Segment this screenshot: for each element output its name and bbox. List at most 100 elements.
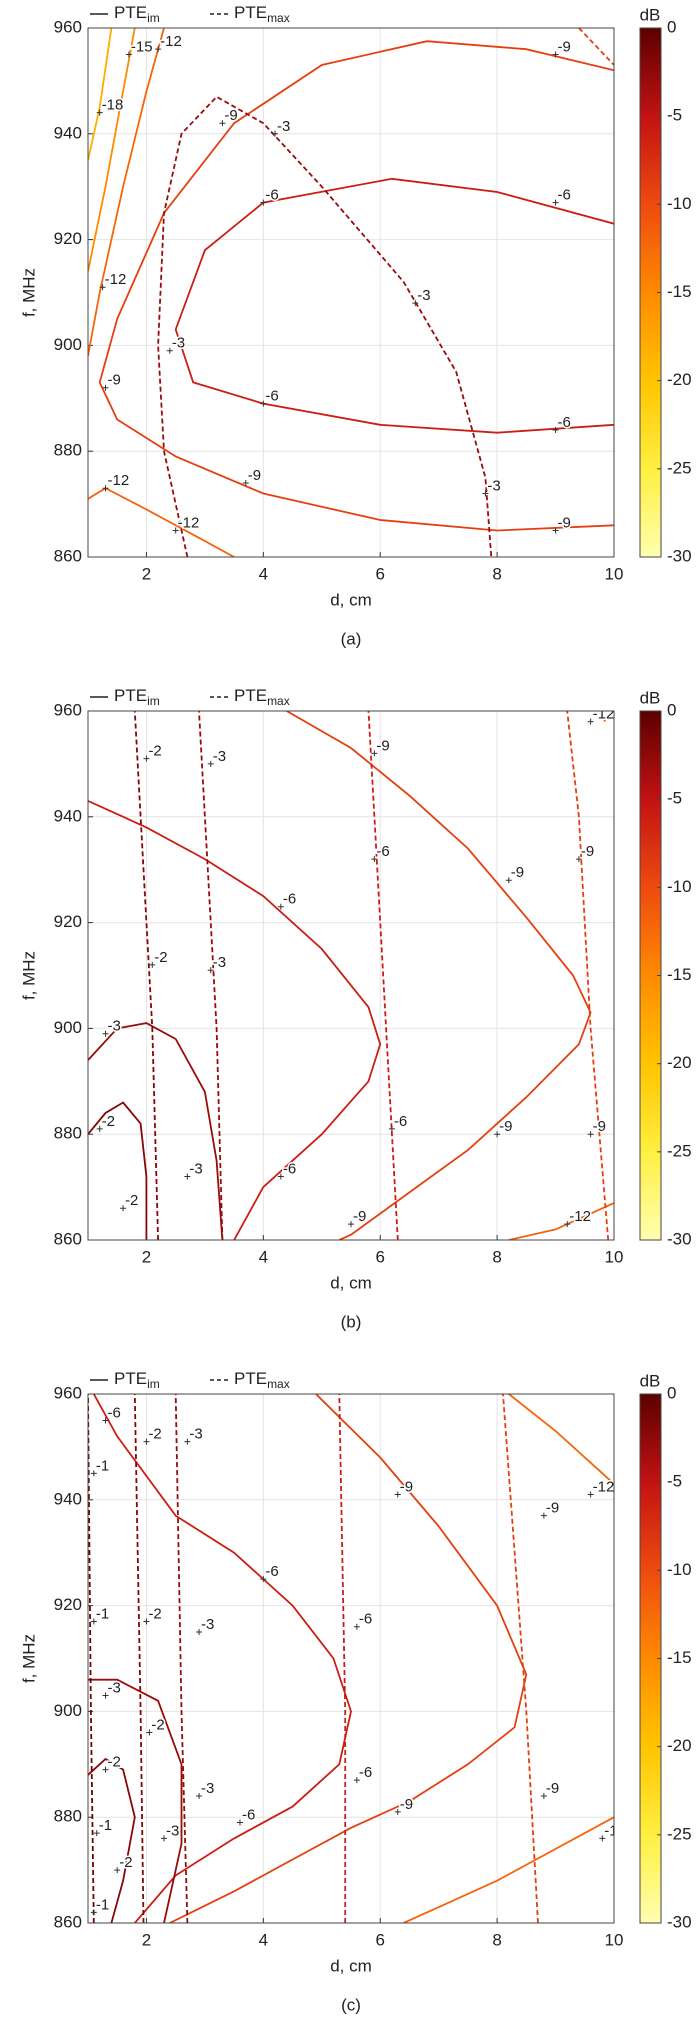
label-marker <box>160 1835 167 1842</box>
contour-label: -9 <box>224 107 237 124</box>
plot-frame <box>87 1393 615 1924</box>
contour-label: -9 <box>499 1118 512 1135</box>
contour-line <box>566 711 610 1240</box>
label-marker <box>90 1909 97 1916</box>
x-tick-label: 10 <box>605 1930 624 1949</box>
contour-line <box>88 28 165 357</box>
colorbar-tick-label: -15 <box>667 282 692 301</box>
contour-line <box>133 711 159 1240</box>
contour-label: -9 <box>546 1500 559 1517</box>
contour-label: -12 <box>105 271 127 288</box>
x-tick-label: 4 <box>259 564 268 583</box>
label-marker <box>353 1777 360 1784</box>
legend-entry: PTEim <box>114 3 160 25</box>
contour-line <box>88 28 113 161</box>
label-marker <box>102 485 109 492</box>
label-marker <box>219 120 226 127</box>
legend-entry: PTEim <box>114 686 160 708</box>
label-marker <box>371 750 378 757</box>
contour-label: -9 <box>108 372 121 389</box>
y-tick-label: 900 <box>54 335 82 354</box>
colorbar-tick-label: 0 <box>667 1383 676 1402</box>
label-marker <box>348 1221 354 1228</box>
contour-label: -6 <box>558 414 571 431</box>
label-marker <box>394 1491 401 1498</box>
label-marker <box>125 51 132 58</box>
contour-line <box>88 1757 136 1923</box>
label-marker <box>149 961 156 968</box>
label-marker <box>260 400 267 407</box>
y-tick-label: 860 <box>54 546 82 565</box>
colorbar-tick-label: -20 <box>667 1053 692 1072</box>
colorbar-tick-label: -25 <box>667 458 692 477</box>
contour-label: -6 <box>108 1404 121 1421</box>
contour-label: -12 <box>593 1478 615 1495</box>
legend-entry: PTEmax <box>234 1369 290 1391</box>
contour-line <box>508 1394 614 1485</box>
contour-label: -6 <box>265 388 278 405</box>
x-axis-label: d, cm <box>330 590 372 609</box>
y-tick-label: 860 <box>54 1229 82 1248</box>
label-marker <box>552 199 559 206</box>
contour-label: -3 <box>277 118 290 135</box>
caption: (a) <box>341 629 362 648</box>
contour-line <box>88 800 382 1240</box>
label-marker <box>587 718 594 725</box>
contour-label: -12 <box>569 1208 591 1225</box>
contour-line <box>403 1816 614 1923</box>
label-marker <box>388 1125 395 1132</box>
label-marker <box>587 1491 594 1498</box>
legend-entry: PTEmax <box>234 3 290 25</box>
x-tick-label: 8 <box>492 564 501 583</box>
legend-label: PTE <box>234 3 267 22</box>
label-marker <box>207 760 214 767</box>
x-tick-label: 8 <box>492 1247 501 1266</box>
contour-line <box>286 711 592 1240</box>
contour-label: -6 <box>242 1806 255 1823</box>
legend-subscript: max <box>267 694 290 708</box>
y-tick-label: 960 <box>54 17 82 36</box>
contour-label: -2 <box>148 1605 161 1622</box>
label-marker <box>412 300 419 307</box>
y-tick-label: 900 <box>54 1701 82 1720</box>
x-tick-label: 6 <box>375 1247 384 1266</box>
contour-label: -9 <box>558 515 571 532</box>
contour-line <box>174 177 614 434</box>
caption: (c) <box>341 1995 361 2014</box>
contour-label: -6 <box>359 1764 372 1781</box>
contour-label: -6 <box>359 1611 372 1628</box>
contour-line <box>88 1022 224 1240</box>
contour-label: -2 <box>125 1192 138 1209</box>
colorbar-tick-label: -25 <box>667 1824 692 1843</box>
colorbar-tick-label: -25 <box>667 1141 692 1160</box>
contour-line <box>508 1202 614 1240</box>
contour-label: -6 <box>283 1160 296 1177</box>
label-marker <box>102 384 109 391</box>
label-marker <box>371 856 378 863</box>
contour-label: -15 <box>131 38 153 55</box>
contour-label: -3 <box>487 477 500 494</box>
colorbar-tick-label: -30 <box>667 1229 692 1248</box>
x-axis-label: d, cm <box>330 1273 372 1292</box>
x-tick-label: 2 <box>142 564 151 583</box>
y-tick-label: 960 <box>54 700 82 719</box>
contour-label: -9 <box>558 38 571 55</box>
colorbar-tick-label: -15 <box>667 1648 692 1667</box>
contour-line <box>578 28 614 66</box>
label-marker <box>114 1867 121 1874</box>
colorbar-tick-label: -5 <box>667 1472 682 1491</box>
plot-area: -18 -15 -12 -12 -9 -9 -9 -9 -9 -6 -6 -6 -6 -12 -12 -3 -3… <box>88 28 614 557</box>
contour-line <box>198 711 224 1240</box>
contour-label: -6 <box>265 187 278 204</box>
legend-label: PTE <box>234 686 267 705</box>
contour-label: -9 <box>581 843 594 860</box>
contour-line <box>169 1394 528 1923</box>
contour-line <box>88 1678 183 1923</box>
label-marker <box>172 527 179 534</box>
colorbar-label: dB <box>640 1371 661 1390</box>
contour-line <box>93 1394 352 1923</box>
label-marker <box>155 46 162 53</box>
contour-label: -1 <box>96 1896 109 1913</box>
contour-line <box>133 1394 145 1923</box>
